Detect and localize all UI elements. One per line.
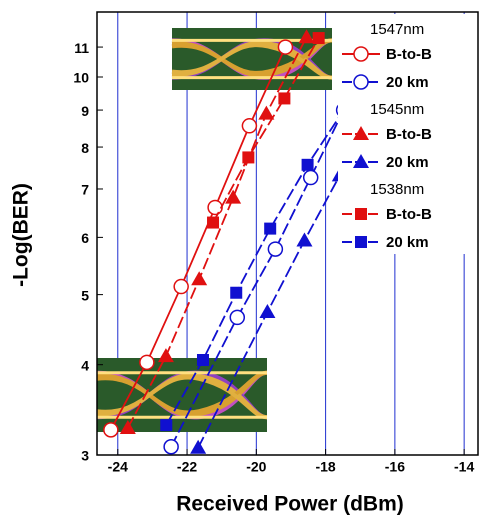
x-tick-label: -18 <box>315 459 335 475</box>
marker <box>104 423 118 437</box>
marker <box>304 171 318 185</box>
marker <box>264 223 276 235</box>
y-tick-label: 4 <box>81 357 89 373</box>
marker <box>191 271 207 285</box>
marker <box>160 419 172 431</box>
x-tick-label: -20 <box>246 459 266 475</box>
marker <box>208 200 222 214</box>
legend-label: B-to-B <box>386 206 432 223</box>
y-tick-label: 9 <box>81 103 89 119</box>
marker <box>158 348 174 362</box>
y-tick-label: 6 <box>81 230 89 246</box>
marker <box>164 440 178 454</box>
legend-label: B-to-B <box>386 46 432 63</box>
chart: Received Power (dBm) -Log(BER) -24 -22 -20… <box>0 0 481 523</box>
marker <box>207 217 219 229</box>
legend-marker <box>355 236 367 248</box>
y-tick-label: 5 <box>81 287 89 303</box>
marker <box>313 32 325 44</box>
legend-label: 20 km <box>386 234 429 251</box>
x-tick-label: -24 <box>108 459 128 475</box>
marker <box>140 355 154 369</box>
marker <box>174 280 188 294</box>
y-tick-label: 8 <box>81 140 89 156</box>
x-axis-label: Received Power (dBm) <box>176 493 404 516</box>
marker <box>197 354 209 366</box>
y-tick-label: 3 <box>81 448 89 464</box>
legend-marker <box>354 75 368 89</box>
y-tick-label: 7 <box>81 182 89 198</box>
y-axis-label: -Log(BER) <box>10 183 33 287</box>
marker <box>242 151 254 163</box>
marker <box>296 233 312 247</box>
marker <box>259 304 275 318</box>
legend-label: B-to-B <box>386 126 432 143</box>
legend-label: 20 km <box>386 74 429 91</box>
x-tick-label: -14 <box>454 459 474 475</box>
y-tick-label: 10 <box>73 70 89 86</box>
marker <box>190 440 206 454</box>
marker <box>268 242 282 256</box>
legend-group: 1545nm <box>370 101 424 118</box>
marker <box>278 40 292 54</box>
legend-marker <box>355 208 367 220</box>
marker <box>242 119 256 133</box>
legend-group: 1538nm <box>370 181 424 198</box>
y-tick-label: 11 <box>74 40 89 56</box>
marker <box>278 92 290 104</box>
marker <box>302 159 314 171</box>
x-tick-label: -22 <box>177 459 197 475</box>
legend-marker <box>354 47 368 61</box>
marker <box>225 190 241 204</box>
x-tick-label: -16 <box>385 459 405 475</box>
legend-group: 1547nm <box>370 21 424 38</box>
legend-label: 20 km <box>386 154 429 171</box>
marker <box>230 310 244 324</box>
marker <box>230 287 242 299</box>
